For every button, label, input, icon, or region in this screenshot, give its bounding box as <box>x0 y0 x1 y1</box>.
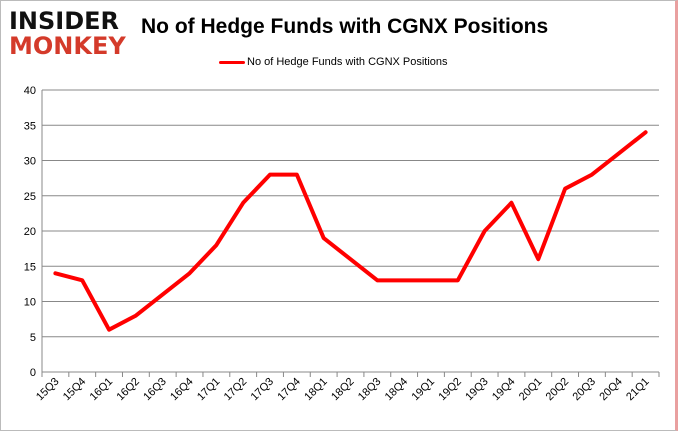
x-tick-label: 15Q4 <box>61 376 89 404</box>
x-tick-label: 16Q2 <box>114 376 142 404</box>
x-tick-label: 18Q2 <box>329 376 357 404</box>
x-tick-label: 17Q4 <box>275 376 303 404</box>
x-tick-label: 19Q2 <box>436 376 464 404</box>
x-tick-label: 18Q3 <box>356 376 384 404</box>
x-tick-label: 17Q2 <box>222 376 250 404</box>
x-tick-label: 19Q3 <box>463 376 491 404</box>
y-tick-label: 0 <box>30 367 36 379</box>
x-tick-label: 18Q1 <box>302 376 330 404</box>
x-tick-label: 18Q4 <box>383 376 411 404</box>
x-tick-label: 20Q4 <box>597 376 625 404</box>
x-tick-label: 17Q1 <box>195 376 223 404</box>
x-tick-label: 19Q4 <box>490 376 518 404</box>
y-tick-label: 25 <box>24 191 36 203</box>
x-tick-label: 17Q3 <box>249 376 277 404</box>
y-tick-label: 35 <box>24 120 36 132</box>
x-tick-label: 15Q3 <box>34 376 62 404</box>
x-tick-label: 16Q3 <box>141 376 169 404</box>
x-tick-label: 21Q1 <box>624 376 652 404</box>
y-tick-label: 15 <box>24 261 36 273</box>
y-tick-label: 10 <box>24 297 36 309</box>
y-tick-label: 20 <box>24 226 36 238</box>
y-tick-label: 30 <box>24 156 36 168</box>
y-tick-label: 40 <box>24 85 36 97</box>
x-tick-label: 19Q1 <box>410 376 438 404</box>
x-tick-label: 16Q1 <box>88 376 116 404</box>
y-tick-label: 5 <box>30 332 36 344</box>
x-tick-label: 16Q4 <box>168 376 196 404</box>
x-tick-label: 20Q3 <box>571 376 599 404</box>
x-tick-label: 20Q2 <box>544 376 572 404</box>
x-tick-label: 20Q1 <box>517 376 545 404</box>
